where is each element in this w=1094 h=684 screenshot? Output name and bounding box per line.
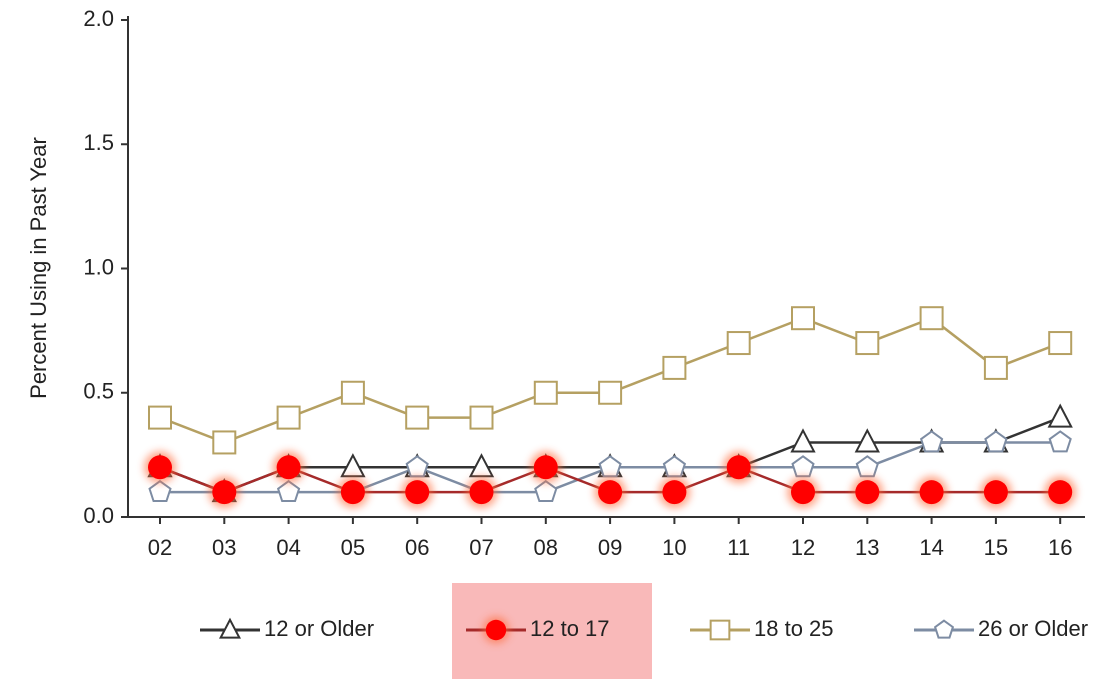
marker <box>405 480 430 505</box>
marker <box>855 480 880 505</box>
marker <box>983 355 1008 380</box>
marker <box>276 405 301 430</box>
x-tick-label: 12 <box>791 535 815 560</box>
x-tick-label: 15 <box>984 535 1008 560</box>
marker <box>984 430 1008 453</box>
marker <box>212 480 237 505</box>
marker <box>340 480 365 505</box>
legend-item: 18 to 25 <box>690 616 834 641</box>
marker <box>598 455 622 478</box>
marker <box>598 380 623 405</box>
marker <box>469 480 494 505</box>
marker <box>485 619 507 641</box>
y-tick-label: 1.5 <box>83 130 114 155</box>
marker <box>919 306 944 331</box>
marker <box>533 380 558 405</box>
marker <box>340 380 365 405</box>
legend-item: 12 to 17 <box>452 583 652 679</box>
x-tick-label: 07 <box>469 535 493 560</box>
marker <box>662 355 687 380</box>
marker <box>405 455 429 478</box>
marker <box>148 455 172 480</box>
x-tick-label: 02 <box>148 535 172 560</box>
marker <box>726 331 751 356</box>
marker <box>919 480 944 505</box>
marker <box>855 331 880 356</box>
marker <box>662 480 687 505</box>
x-tick-label: 06 <box>405 535 429 560</box>
x-tick-label: 05 <box>341 535 365 560</box>
marker <box>791 455 815 478</box>
marker <box>709 619 731 641</box>
marker <box>469 405 494 430</box>
marker <box>791 480 815 505</box>
marker <box>276 455 301 480</box>
marker <box>148 479 172 503</box>
y-axis-label: Percent Using in Past Year <box>26 137 51 399</box>
x-tick-label: 04 <box>276 535 300 560</box>
marker <box>598 480 623 505</box>
x-tick-label: 14 <box>919 535 943 560</box>
marker <box>1047 403 1073 428</box>
y-tick-label: 1.0 <box>83 254 114 279</box>
marker <box>662 455 687 478</box>
marker <box>276 479 301 503</box>
x-tick-label: 08 <box>534 535 558 560</box>
marker <box>1048 480 1073 505</box>
y-tick-label: 0.0 <box>83 503 114 528</box>
y-tick-label: 0.5 <box>83 379 114 404</box>
marker <box>919 430 944 453</box>
y-tick-label: 2.0 <box>83 6 114 31</box>
legend-item: 26 or Older <box>914 616 1088 641</box>
marker <box>791 306 815 331</box>
marker <box>855 455 879 478</box>
marker <box>340 453 366 478</box>
legend-label: 12 to 17 <box>530 616 610 641</box>
marker <box>405 405 430 430</box>
marker <box>790 428 816 453</box>
legend-label: 12 or Older <box>264 616 374 641</box>
marker <box>468 453 495 478</box>
marker <box>933 619 955 639</box>
marker <box>1048 430 1072 453</box>
legend-label: 26 or Older <box>978 616 1088 641</box>
marker <box>854 428 880 453</box>
x-tick-label: 11 <box>727 535 750 560</box>
x-tick-label: 10 <box>662 535 686 560</box>
marker <box>218 617 242 639</box>
marker <box>983 480 1008 505</box>
x-tick-label: 16 <box>1048 535 1072 560</box>
legend-label: 18 to 25 <box>754 616 834 641</box>
x-tick-label: 13 <box>855 535 879 560</box>
legend-item: 12 or Older <box>200 616 374 641</box>
x-tick-label: 03 <box>212 535 236 560</box>
marker <box>534 479 558 503</box>
marker <box>726 455 751 480</box>
x-tick-label: 09 <box>598 535 622 560</box>
marker <box>212 430 237 455</box>
marker <box>533 455 558 480</box>
marker <box>1048 331 1073 356</box>
marker <box>148 405 172 430</box>
